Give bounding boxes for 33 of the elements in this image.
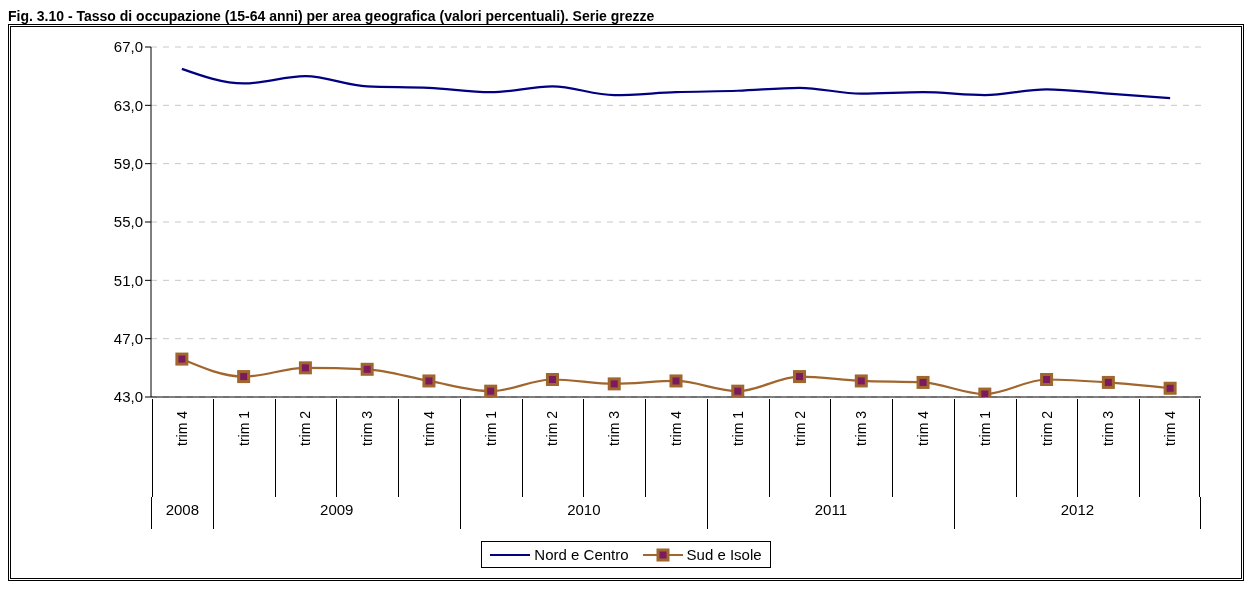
x-tick-label: trim 1 [235,410,252,446]
x-tick-label: trim 4 [420,410,437,446]
x-tick-label: trim 2 [544,410,561,446]
x-tick-label: trim 1 [976,410,993,446]
text: 2008 [151,497,213,529]
y-tick-label: 43,0 [113,388,143,406]
x-tick-label: trim 3 [853,410,870,446]
x-tick-label: trim 4 [915,410,932,446]
x-tick-label: trim 4 [668,410,684,446]
text: 2012 [953,497,1201,529]
x-tick-label: trim 2 [791,410,808,446]
text: 2011 [706,497,954,529]
x-tick-label: trim 1 [482,410,499,446]
line-series [180,67,1172,100]
x-tick-label: trim 3 [359,410,376,446]
x-tick-label: trim 2 [1038,410,1055,446]
y-tick-label: 55,0 [113,213,143,231]
x-tick-label: trim 4 [1162,410,1179,446]
text: 2009 [212,497,460,529]
y-tick-label: 51,0 [113,271,143,289]
x-tick-label: trim 3 [606,410,623,446]
legend-label: Sud e Isole [685,546,762,563]
x-tick-label: trim 2 [297,410,314,446]
y-tick-label: 63,0 [113,96,143,114]
x-tick-label: trim 4 [173,410,190,446]
y-tick-label: 47,0 [113,329,143,347]
y-tick-label: 59,0 [113,154,143,172]
chart-title: Fig. 3.10 - Tasso di occupazione (15-64 anni) per area geografica (valori percentuali). Serie grezze [8,8,656,24]
x-tick-label: trim 1 [729,410,746,446]
x-tick-label: trim 3 [1100,410,1117,446]
y-tick-label: 67,0 [113,38,143,56]
text: 2010 [459,497,707,529]
legend-label: Nord e Centro [533,546,629,563]
